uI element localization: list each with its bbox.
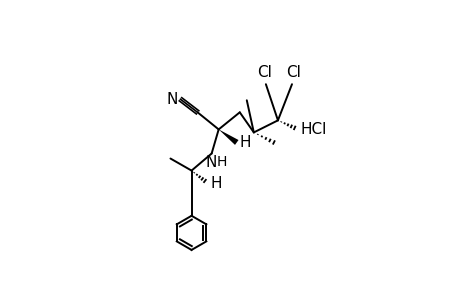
Text: H: H [216, 155, 227, 169]
Text: Cl: Cl [285, 65, 300, 80]
Text: N: N [206, 155, 217, 170]
Text: HCl: HCl [299, 122, 326, 137]
Polygon shape [218, 129, 238, 145]
Text: H: H [210, 176, 221, 190]
Text: H: H [239, 135, 250, 150]
Text: N: N [166, 92, 178, 107]
Text: Cl: Cl [256, 65, 271, 80]
